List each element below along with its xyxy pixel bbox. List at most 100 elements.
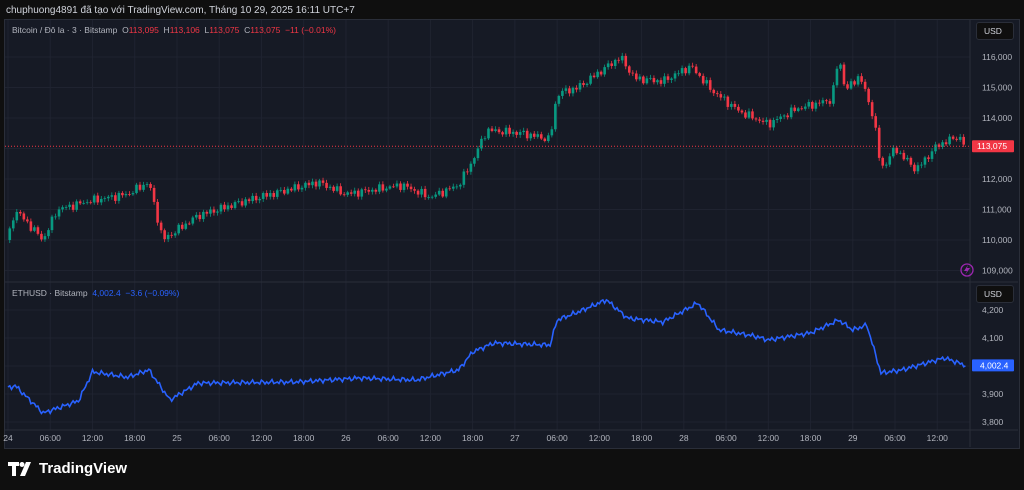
btc-candle (388, 186, 392, 189)
btc-candle (149, 184, 152, 188)
btc-candle (166, 234, 170, 240)
btc-candle (659, 80, 663, 84)
btc-candle (884, 164, 888, 166)
chart-caption: chuphuong4891 đã tạo với TradingView.com… (6, 5, 355, 16)
eth-currency-button[interactable]: USD (976, 285, 1014, 303)
btc-candle (180, 224, 184, 229)
btc-candle (733, 103, 737, 107)
btc-candle (779, 116, 782, 120)
btc-candle (490, 128, 494, 131)
x-tick: 18:00 (631, 433, 653, 443)
btc-candle (321, 180, 325, 183)
btc-candle (444, 188, 448, 197)
btc-candle (451, 186, 455, 189)
btc-candle (575, 87, 578, 90)
btc-candle (483, 138, 487, 140)
btc-candle (673, 73, 677, 79)
btc-candle (927, 157, 930, 159)
btc-candle (85, 202, 89, 204)
btc-symbol: Bitcoin / Đô la · 3 · Bitstamp (12, 25, 118, 35)
btc-candle (11, 220, 15, 229)
btc-candle (501, 132, 504, 135)
btc-candle (473, 158, 476, 164)
btc-candle (754, 118, 758, 120)
eth-y-tick: 4,200 (982, 305, 1004, 315)
btc-candle (328, 186, 332, 188)
btc-candle (596, 71, 599, 78)
btc-candle (54, 216, 57, 218)
btc-y-tick: 110,000 (982, 235, 1012, 245)
btc-candle (856, 76, 860, 85)
btc-candle (944, 142, 948, 145)
btc-currency-button[interactable]: USD (976, 22, 1014, 40)
btc-candle (332, 186, 335, 191)
btc-candle (335, 186, 339, 191)
lightning-icon (960, 263, 974, 277)
btc-candle (342, 194, 346, 196)
btc-candle (853, 81, 856, 85)
x-tick: 28 (679, 433, 689, 443)
btc-candle (916, 165, 920, 172)
btc-candle (782, 115, 786, 117)
btc-candle (117, 192, 121, 201)
btc-candle (803, 106, 807, 109)
btc-candle (536, 134, 540, 137)
x-tick: 18:00 (293, 433, 315, 443)
chart-frame[interactable] (4, 19, 1020, 449)
btc-candle (796, 108, 800, 111)
btc-candle (187, 223, 191, 225)
btc-candle (670, 78, 673, 80)
btc-candle (811, 102, 814, 109)
low-value: 113,075 (209, 25, 240, 35)
btc-candle (314, 181, 318, 187)
btc-candle (99, 198, 103, 203)
btc-candle (691, 65, 694, 67)
btc-candle (737, 106, 740, 111)
btc-candle (786, 115, 789, 118)
btc-candle (582, 83, 585, 85)
x-tick: 06:00 (378, 433, 400, 443)
btc-candle (701, 75, 705, 84)
btc-candle (705, 80, 709, 84)
btc-candle (47, 230, 50, 237)
btc-candle (610, 63, 613, 66)
btc-candle (177, 224, 181, 234)
tradingview-logo[interactable]: TradingView (8, 460, 127, 477)
eth-last-price-tag (972, 359, 1014, 372)
btc-candle (304, 182, 307, 188)
btc-candle (409, 186, 413, 190)
btc-candle (487, 128, 490, 139)
btc-candle (494, 129, 497, 131)
btc-candle (522, 130, 525, 133)
btc-candle (399, 183, 402, 190)
btc-candle (909, 157, 913, 165)
btc-candle (159, 222, 163, 231)
btc-candle (930, 151, 934, 159)
btc-candle (15, 211, 19, 221)
btc-candle (578, 83, 582, 90)
btc-candle (110, 195, 114, 197)
btc-candle (877, 127, 881, 158)
btc-candle (480, 138, 483, 149)
btc-candle (258, 198, 261, 201)
btc-candle (789, 107, 793, 118)
btc-candle (511, 131, 515, 134)
btc-candle (761, 120, 765, 122)
btc-candle (504, 127, 508, 135)
btc-candle (860, 76, 863, 82)
btc-candle (895, 147, 899, 154)
btc-candle (723, 96, 726, 98)
btc-candle (107, 196, 110, 199)
btc-candle (163, 230, 166, 240)
eth-y-tick: 3,900 (982, 389, 1004, 399)
x-tick: 06:00 (40, 433, 62, 443)
open-value: 113,095 (128, 25, 159, 35)
btc-candle (613, 59, 617, 66)
btc-candle (694, 66, 698, 74)
btc-candle (138, 184, 142, 190)
btc-candle (529, 133, 533, 139)
btc-candle (191, 217, 195, 224)
btc-candle (82, 203, 85, 204)
btc-candle (318, 180, 321, 187)
